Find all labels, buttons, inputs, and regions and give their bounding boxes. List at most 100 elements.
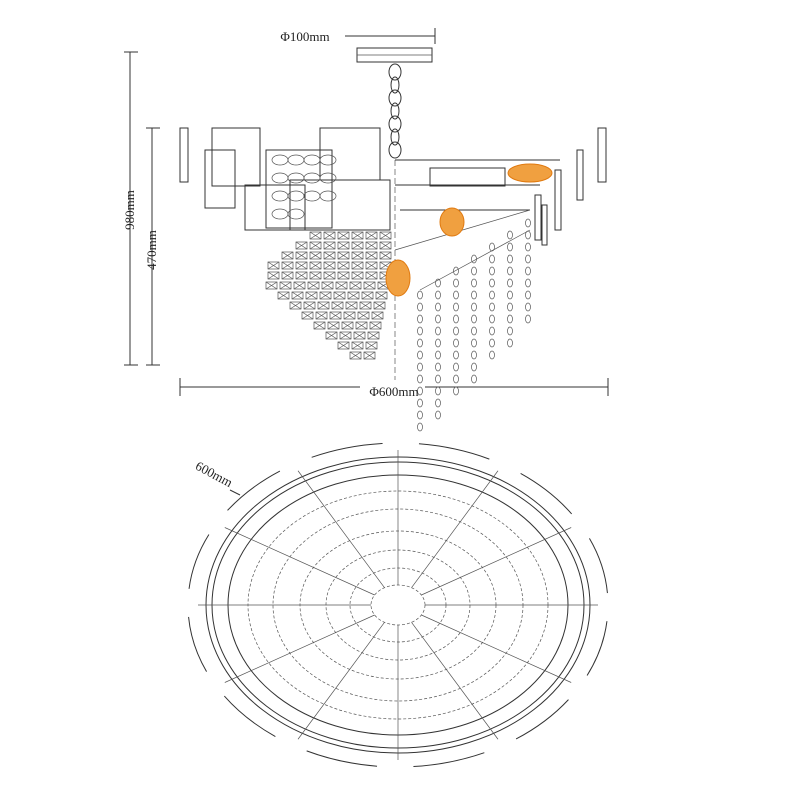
crystal-drop bbox=[471, 374, 477, 384]
line-art bbox=[124, 28, 609, 768]
crystal-drop bbox=[453, 302, 459, 312]
crystal bbox=[337, 271, 350, 280]
crystal bbox=[281, 261, 294, 270]
crystal-drop bbox=[507, 326, 513, 336]
crystal-drop bbox=[417, 410, 423, 420]
top-view-diameter-label: 600mm bbox=[193, 458, 235, 490]
crystal bbox=[323, 271, 336, 280]
texture bbox=[287, 154, 305, 166]
crystal-drop bbox=[525, 218, 531, 228]
chain-link bbox=[390, 128, 400, 146]
crystal bbox=[351, 341, 364, 350]
texture bbox=[303, 172, 321, 184]
line bbox=[351, 261, 364, 270]
crystal-drop bbox=[453, 338, 459, 348]
line bbox=[367, 331, 380, 340]
texture bbox=[319, 154, 337, 166]
crystal bbox=[267, 271, 280, 280]
total-height-label: 980mm bbox=[122, 190, 137, 230]
texture bbox=[271, 190, 289, 202]
line bbox=[379, 241, 392, 250]
crystal bbox=[309, 261, 322, 270]
line bbox=[339, 331, 352, 340]
crystal bbox=[329, 311, 342, 320]
crystal-drop bbox=[435, 314, 441, 324]
crystal bbox=[267, 261, 280, 270]
line bbox=[361, 291, 374, 300]
line bbox=[265, 281, 278, 290]
line bbox=[351, 341, 364, 350]
crystal bbox=[319, 291, 332, 300]
line bbox=[351, 251, 364, 260]
line bbox=[281, 271, 294, 280]
crystal-drop bbox=[435, 326, 441, 336]
crystal bbox=[337, 231, 350, 240]
line bbox=[351, 231, 364, 240]
crystal bbox=[351, 271, 364, 280]
crystal-drop bbox=[471, 326, 477, 336]
plate-diameter-label: Φ100mm bbox=[280, 29, 329, 44]
crystal bbox=[337, 241, 350, 250]
crystal-drop bbox=[435, 302, 441, 312]
shade bbox=[289, 179, 391, 231]
crystal bbox=[265, 281, 278, 290]
crystal bbox=[351, 241, 364, 250]
line bbox=[337, 231, 350, 240]
crystal bbox=[281, 271, 294, 280]
crystal bbox=[363, 281, 376, 290]
crystal bbox=[365, 271, 378, 280]
crystal bbox=[365, 251, 378, 260]
crystal bbox=[365, 341, 378, 350]
line bbox=[379, 251, 392, 260]
line bbox=[349, 351, 362, 360]
line bbox=[363, 351, 376, 360]
line bbox=[394, 209, 531, 251]
crystal bbox=[349, 351, 362, 360]
crystal bbox=[337, 251, 350, 260]
line bbox=[337, 261, 350, 270]
line bbox=[343, 311, 356, 320]
line bbox=[309, 241, 322, 250]
crystal-drop bbox=[417, 290, 423, 300]
crystal bbox=[379, 241, 392, 250]
outer-arc bbox=[589, 538, 608, 594]
crystal bbox=[291, 291, 304, 300]
outer-arc bbox=[586, 621, 608, 676]
line bbox=[325, 331, 338, 340]
ring bbox=[370, 584, 426, 626]
line bbox=[307, 281, 320, 290]
crystal-drop bbox=[489, 338, 495, 348]
shade bbox=[211, 127, 261, 187]
crystal-drop bbox=[489, 290, 495, 300]
crystal-drop bbox=[525, 266, 531, 276]
crystal bbox=[303, 301, 316, 310]
crystal bbox=[365, 231, 378, 240]
crystal bbox=[317, 301, 330, 310]
outer-arc bbox=[520, 473, 573, 515]
line bbox=[323, 261, 336, 270]
line bbox=[421, 527, 572, 596]
crystal-drop bbox=[525, 278, 531, 288]
crystal bbox=[315, 311, 328, 320]
shade bbox=[319, 127, 381, 181]
line bbox=[337, 241, 350, 250]
crystal-drop bbox=[489, 266, 495, 276]
line bbox=[369, 321, 382, 330]
crystal bbox=[339, 331, 352, 340]
crystal bbox=[309, 271, 322, 280]
crystal bbox=[301, 311, 314, 320]
crystal bbox=[323, 231, 336, 240]
texture bbox=[271, 172, 289, 184]
line bbox=[373, 301, 386, 310]
flame bbox=[507, 163, 553, 183]
crystal bbox=[323, 241, 336, 250]
crystal-drop bbox=[471, 254, 477, 264]
line bbox=[347, 291, 360, 300]
diameter-label: Φ600mm bbox=[369, 384, 418, 399]
line bbox=[323, 231, 336, 240]
line bbox=[365, 231, 378, 240]
line bbox=[309, 271, 322, 280]
line bbox=[267, 261, 280, 270]
